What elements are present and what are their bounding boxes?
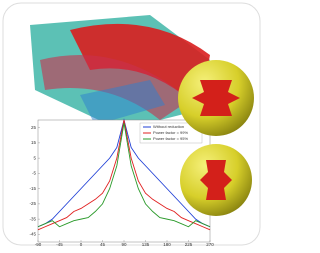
y-tick-label: -35 <box>29 216 36 221</box>
legend-label: Power factor = 95% <box>153 136 188 141</box>
x-tick-label: 270 <box>206 242 214 247</box>
y-tick-label: 15 <box>31 140 37 145</box>
y-tick-label: -25 <box>29 201 36 206</box>
x-tick-label: 180 <box>163 242 171 247</box>
x-tick-label: -45 <box>56 242 63 247</box>
x-tick-label: 90 <box>121 242 127 247</box>
x-tick-label: 225 <box>185 242 193 247</box>
y-tick-label: 25 <box>31 125 37 130</box>
y-tick-label: -45 <box>29 232 36 237</box>
legend-label: Power factor = 99% <box>153 130 188 135</box>
y-tick-label: -15 <box>29 186 36 191</box>
legend-label: Without reduction <box>153 124 184 129</box>
x-tick-label: 135 <box>142 242 150 247</box>
y-tick-label: -5 <box>32 171 36 176</box>
x-tick-label: -90 <box>35 242 42 247</box>
page: {"chart_data": {"type": "line", "x": [-9… <box>0 0 263 248</box>
x-tick-label: 45 <box>100 242 106 247</box>
